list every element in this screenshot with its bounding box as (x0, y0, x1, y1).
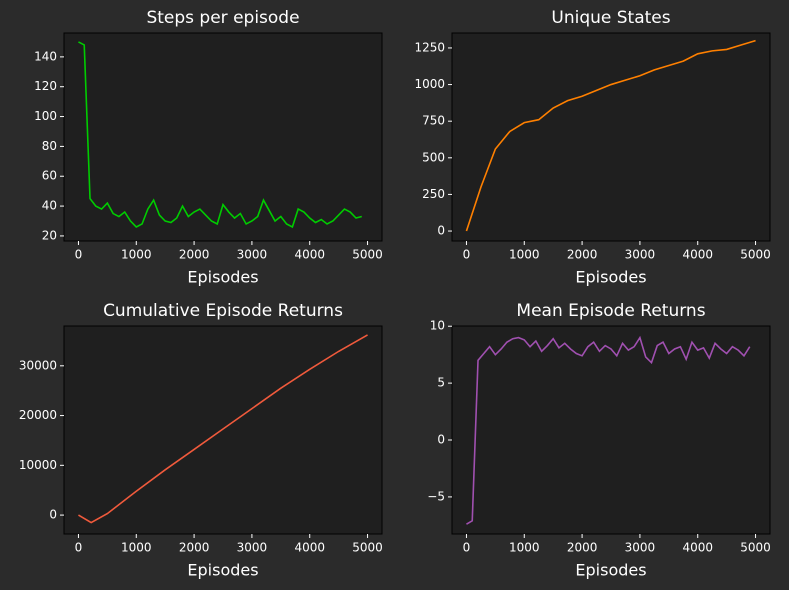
axes-background (63, 325, 383, 535)
y-tick-label: 20000 (19, 408, 57, 422)
y-tick-label: 100 (34, 109, 57, 123)
x-tick-label: 3000 (237, 541, 268, 555)
x-axis-label: Episodes (187, 561, 258, 580)
chart-title: Unique States (551, 8, 670, 28)
x-axis-label: Episodes (187, 268, 258, 287)
y-tick-label: 10 (430, 319, 445, 333)
x-tick-label: 4000 (682, 541, 713, 555)
y-tick-label: 120 (34, 79, 57, 93)
x-axis-label: Episodes (575, 561, 646, 580)
y-tick-label: 1250 (414, 40, 445, 54)
y-tick-label: 80 (42, 139, 57, 153)
axes-background (451, 32, 771, 242)
data-line (78, 334, 368, 524)
y-tick-label: 500 (422, 150, 445, 164)
y-tick-label: 5 (437, 376, 445, 390)
x-tick-label: 2000 (179, 541, 210, 555)
y-tick-label: 0 (49, 508, 57, 522)
y-tick-label: 10000 (19, 458, 57, 472)
x-tick-label: 3000 (625, 541, 656, 555)
x-tick-label: 0 (75, 541, 83, 555)
x-tick-label: 1000 (121, 541, 152, 555)
data-line (465, 39, 756, 232)
x-tick-label: 1000 (509, 541, 540, 555)
y-tick-label: −5 (427, 489, 445, 503)
x-tick-label: 0 (463, 541, 471, 555)
y-tick-label: 20 (42, 228, 57, 242)
x-tick-label: 4000 (682, 248, 713, 262)
x-tick-label: 1000 (509, 248, 540, 262)
y-tick-label: 60 (42, 169, 57, 183)
x-tick-label: 4000 (294, 248, 325, 262)
axes-background (451, 325, 771, 535)
y-tick-label: 0 (437, 224, 445, 238)
chart-title: Steps per episode (146, 8, 299, 28)
chart-title: Mean Episode Returns (516, 301, 705, 321)
x-axis-label: Episodes (575, 268, 646, 287)
y-tick-label: 30000 (19, 358, 57, 372)
x-tick-label: 0 (75, 248, 83, 262)
x-tick-label: 3000 (237, 248, 268, 262)
y-tick-label: 750 (422, 114, 445, 128)
y-tick-label: 140 (34, 49, 57, 63)
x-tick-label: 2000 (567, 248, 598, 262)
y-tick-label: 0 (437, 433, 445, 447)
x-tick-label: 1000 (121, 248, 152, 262)
x-tick-label: 5000 (352, 541, 383, 555)
x-tick-label: 2000 (567, 541, 598, 555)
x-tick-label: 4000 (294, 541, 325, 555)
data-line (78, 41, 362, 229)
data-line (466, 335, 751, 525)
x-tick-label: 3000 (625, 248, 656, 262)
x-tick-label: 2000 (179, 248, 210, 262)
y-tick-label: 1000 (414, 77, 445, 91)
x-tick-label: 5000 (352, 248, 383, 262)
chart-title: Cumulative Episode Returns (103, 301, 343, 321)
x-tick-label: 5000 (740, 248, 771, 262)
y-tick-label: 40 (42, 199, 57, 213)
y-tick-label: 250 (422, 187, 445, 201)
x-tick-label: 5000 (740, 541, 771, 555)
x-tick-label: 0 (463, 248, 471, 262)
